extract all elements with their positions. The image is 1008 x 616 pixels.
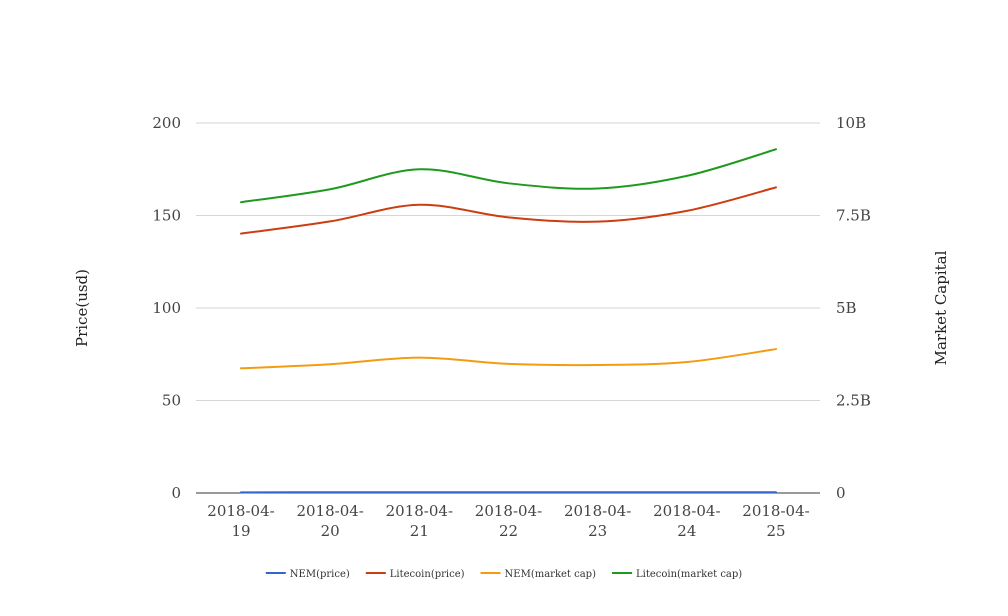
legend-label: NEM(price) [290, 569, 350, 580]
x-tick-label: 2018-04-24 [653, 502, 720, 540]
series-line-litecoin-price [240, 186, 777, 235]
right-y-axis: 0 2.5B 5B 7.5B 10B [836, 114, 871, 502]
right-tick-label: 0 [836, 484, 846, 502]
x-tick-label: 2018-04-21 [386, 502, 453, 540]
x-tick-label: 2018-04-23 [564, 502, 631, 540]
legend-item-litecoin-market-cap: Litecoin(market cap) [612, 569, 742, 580]
right-tick-label: 10B [836, 114, 866, 132]
left-tick-label: 200 [152, 114, 181, 132]
x-tick-label: 2018-04-19 [207, 502, 274, 540]
right-tick-label: 5B [836, 299, 857, 317]
legend-item-litecoin-price: Litecoin(price) [365, 569, 465, 580]
legend-label: Litecoin(price) [390, 569, 465, 580]
legend-label: NEM(market cap) [505, 569, 597, 580]
left-axis-title: Price(usd) [73, 269, 91, 347]
x-tick-label: 2018-04-22 [475, 502, 542, 540]
legend-item-nem-market-cap: NEM(market cap) [480, 569, 597, 580]
x-axis: 2018-04-19 2018-04-20 2018-04-21 2018-04-22… [207, 502, 809, 540]
left-tick-label: 100 [152, 299, 181, 317]
series-line-nem-market-cap [240, 348, 777, 370]
legend: NEM(price) Litecoin(price) NEM(market cap)… [265, 569, 742, 580]
left-tick-label: 0 [171, 484, 181, 502]
x-tick-label: 2018-04-25 [742, 502, 809, 540]
right-tick-label: 7.5B [836, 207, 871, 225]
left-tick-label: 50 [162, 392, 181, 410]
series-lines [240, 148, 777, 494]
right-axis-title: Market Capital [932, 250, 950, 365]
left-tick-label: 150 [152, 207, 181, 225]
legend-item-nem-price: NEM(price) [265, 569, 350, 580]
gridlines [196, 122, 820, 494]
x-tick-label: 2018-04-20 [296, 502, 363, 540]
right-tick-label: 2.5B [836, 392, 871, 410]
series-line-litecoin-market-cap [240, 148, 777, 204]
left-y-axis: 0 50 100 150 200 [152, 114, 181, 502]
legend-label: Litecoin(market cap) [636, 569, 742, 580]
